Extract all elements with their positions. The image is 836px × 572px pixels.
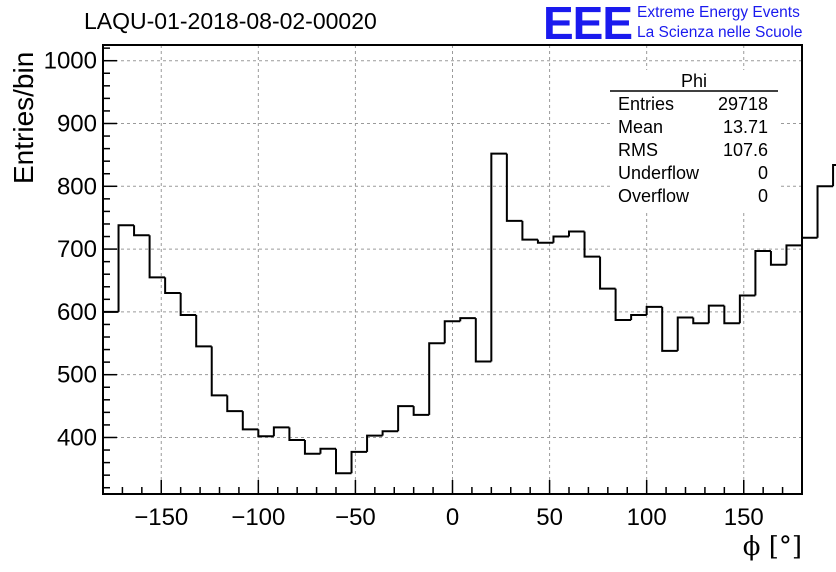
histogram-bin bbox=[536, 239, 554, 244]
histogram-bin bbox=[816, 185, 834, 238]
x-axis-label: ϕ [°] bbox=[742, 532, 802, 562]
histogram-bin bbox=[614, 288, 632, 322]
stats-value: 13.71 bbox=[723, 117, 768, 137]
x-tick-label: 50 bbox=[536, 504, 563, 531]
histogram-bin bbox=[769, 250, 787, 266]
stats-value: 29718 bbox=[718, 94, 768, 114]
histogram-bin bbox=[723, 305, 740, 325]
histogram-bin bbox=[164, 277, 181, 295]
x-tick-label: 0 bbox=[446, 504, 459, 531]
histogram-bin bbox=[443, 320, 461, 344]
histogram-bin bbox=[102, 310, 119, 494]
histogram-bin bbox=[459, 317, 476, 322]
y-tick-label: 1000 bbox=[44, 48, 97, 75]
histogram-bin bbox=[381, 430, 399, 436]
x-tick-label: −50 bbox=[335, 504, 376, 531]
stats-box: Phi Entries 29718 Mean 13.71 RMS 107.6 Underflo… bbox=[610, 70, 778, 210]
y-tick-label: 900 bbox=[57, 110, 97, 137]
y-tick-label: 800 bbox=[57, 173, 97, 200]
stats-value: 0 bbox=[758, 186, 768, 206]
histogram-bin bbox=[754, 249, 771, 296]
stats-box-background bbox=[610, 70, 778, 210]
histogram-bin bbox=[599, 256, 616, 290]
stats-title: Phi bbox=[681, 71, 707, 91]
histogram-bin bbox=[397, 405, 414, 432]
histogram-bin bbox=[257, 429, 274, 438]
y-tick-label: 600 bbox=[57, 299, 97, 326]
histogram-bin bbox=[552, 235, 569, 243]
histogram-bin bbox=[428, 342, 445, 415]
histogram-bin bbox=[707, 304, 725, 324]
eee-logo: EEE bbox=[543, 0, 633, 49]
stats-label: Entries bbox=[618, 94, 674, 114]
stats-value: 0 bbox=[758, 163, 768, 183]
histogram-bin bbox=[676, 316, 694, 351]
histogram-bin bbox=[645, 305, 663, 316]
histogram-bin bbox=[661, 306, 678, 352]
histogram-bin bbox=[288, 427, 305, 441]
histogram-bin bbox=[117, 224, 135, 312]
histogram-bin bbox=[412, 406, 430, 416]
stats-label: Underflow bbox=[618, 163, 700, 183]
logo-caption-line1: Extreme Energy Events bbox=[637, 4, 800, 21]
histogram-bin bbox=[505, 153, 523, 222]
histogram-bin bbox=[583, 231, 601, 258]
histogram-bin bbox=[832, 163, 836, 187]
histogram-bin bbox=[630, 314, 647, 321]
stats-label: Mean bbox=[618, 117, 663, 137]
histogram-bin bbox=[474, 318, 492, 363]
histogram-bin bbox=[521, 220, 538, 241]
histogram-bin bbox=[335, 448, 352, 475]
y-tick-label: 700 bbox=[57, 236, 97, 263]
histogram-bin bbox=[692, 317, 709, 325]
x-tick-label: 100 bbox=[627, 504, 667, 531]
histogram-bin bbox=[568, 230, 585, 237]
stats-label: Overflow bbox=[618, 186, 690, 206]
logo-caption: Extreme Energy Events La Scienza nelle S… bbox=[637, 3, 802, 43]
histogram-bin bbox=[210, 346, 228, 397]
histogram-bin bbox=[148, 235, 166, 279]
histogram-bin bbox=[738, 294, 756, 324]
stats-label: RMS bbox=[618, 140, 658, 160]
histogram-bin bbox=[272, 426, 290, 437]
histogram-bin bbox=[801, 236, 818, 246]
histogram-bin bbox=[195, 315, 212, 348]
histogram-bin bbox=[226, 395, 243, 413]
axis-layer: −150 −100 −50 0 50 100 150 400 500 600 700 800 900 10… bbox=[44, 44, 803, 531]
logo-caption-line2: La Scienza nelle Scuole bbox=[637, 24, 803, 41]
histogram-bin bbox=[241, 411, 259, 431]
x-tick-label: −150 bbox=[134, 504, 188, 531]
histogram-bin bbox=[133, 225, 150, 237]
histogram-bin bbox=[366, 434, 383, 452]
run-title: LAQU-01-2018-08-02-00020 bbox=[84, 8, 377, 34]
histogram-bin bbox=[303, 439, 321, 455]
histogram-bin bbox=[319, 447, 336, 454]
histogram-bin bbox=[490, 152, 507, 362]
stats-value: 107.6 bbox=[723, 140, 768, 160]
y-tick-label: 500 bbox=[57, 362, 97, 389]
y-tick-label: 400 bbox=[57, 424, 97, 451]
x-tick-label: −100 bbox=[231, 504, 285, 531]
x-tick-label: 150 bbox=[724, 504, 764, 531]
histogram-bin bbox=[350, 450, 368, 474]
histogram-bin bbox=[179, 293, 197, 317]
histogram-bin bbox=[785, 244, 802, 265]
